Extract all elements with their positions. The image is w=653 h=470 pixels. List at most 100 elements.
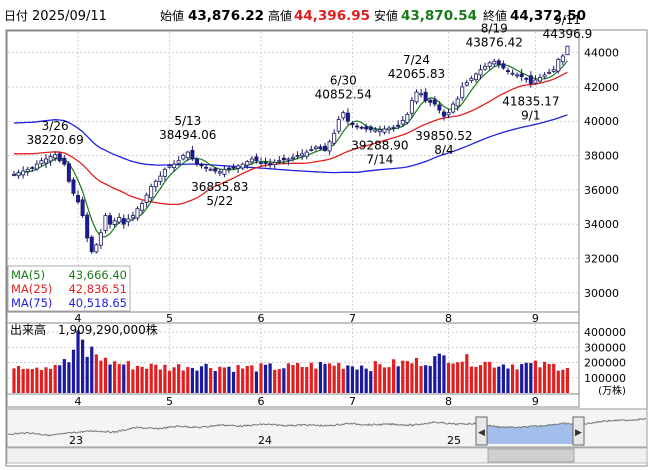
candle-body (556, 59, 561, 72)
candle-body (345, 112, 350, 122)
volume-bar (538, 367, 542, 393)
annotation-value: 38494.06 (159, 128, 216, 142)
annotation-value: 40852.54 (315, 88, 372, 102)
candle (140, 200, 145, 215)
candle-body (423, 91, 428, 102)
volume-bar (213, 370, 217, 393)
candle (368, 125, 373, 133)
volume-bar (163, 364, 167, 393)
left-arrow-icon: ◀ (478, 428, 485, 438)
volume-bar (428, 365, 432, 393)
volume-bar (177, 364, 181, 393)
candle-body (382, 128, 387, 133)
price-tick-label: 40000 (584, 115, 619, 128)
high-label: 高値 (268, 8, 292, 23)
volume-bar (218, 366, 222, 393)
candle-body (327, 141, 332, 152)
price-tick-label: 36000 (584, 184, 619, 197)
ma-legend: MA(5) 43,666.40 MA(25) 42,836.51 MA(75) … (7, 265, 131, 312)
volume-bar (488, 361, 492, 393)
volume-bar (131, 369, 135, 393)
outer-frame (5, 29, 648, 467)
candle-body (565, 45, 570, 56)
scrollbar-track[interactable] (6, 447, 648, 464)
month-label: 5 (166, 312, 173, 325)
volume-bar (456, 362, 460, 393)
candle (130, 211, 135, 222)
candle-body (25, 168, 30, 172)
candle (391, 124, 396, 132)
candle (556, 57, 561, 74)
candle (345, 108, 350, 125)
annotation-value: 39850.52 (415, 129, 472, 143)
candle-body (515, 74, 520, 77)
navigator-right-handle[interactable]: ▶ (572, 416, 585, 446)
annotation-value: 39288.90 (351, 138, 408, 152)
candle-body (350, 122, 355, 126)
candle-body (121, 218, 126, 225)
volume-bar (231, 371, 236, 393)
candle-body (53, 154, 58, 159)
candle (323, 143, 328, 152)
candle (327, 139, 332, 155)
volume-bar (510, 364, 515, 393)
volume-bar (48, 368, 53, 393)
ma5-legend-label: MA(5) (11, 268, 45, 282)
candle-body (387, 127, 392, 131)
price-tick-label: 30000 (584, 287, 619, 300)
date-label: 日付 (4, 9, 28, 23)
candle (309, 145, 314, 152)
candle (355, 123, 360, 130)
annotation-date: 7/14 (366, 152, 393, 166)
volume-bar (565, 368, 570, 393)
candle (80, 196, 85, 218)
navigator-left-handle[interactable]: ◀ (475, 416, 488, 446)
candle (162, 167, 167, 181)
scrollbar[interactable] (6, 447, 648, 464)
candle (94, 243, 99, 254)
candle-body (286, 158, 291, 161)
candle (108, 212, 113, 229)
candle-body (162, 168, 167, 177)
volume-bar (181, 370, 185, 393)
candle (149, 183, 154, 202)
candle-body (396, 124, 401, 127)
high-value: 44,396.95 (294, 8, 370, 24)
candle-body (478, 69, 483, 76)
candle-body (505, 70, 510, 73)
volume-bars (12, 330, 570, 393)
candle-body (313, 146, 318, 150)
volume-bar (103, 357, 108, 393)
price-axis: 30000 32000 34000 36000 38000 40000 42000 44000 (584, 47, 619, 300)
price-tick-label: 42000 (584, 81, 619, 94)
scrollbar-thumb[interactable] (487, 448, 575, 463)
candle (560, 53, 565, 65)
annotation-date: 7/24 (403, 53, 430, 67)
volume-bar (67, 362, 71, 393)
month-axis-bottom-labels: 4 5 6 7 8 9 (75, 395, 539, 408)
volume-bar (533, 360, 538, 393)
candle (204, 164, 209, 172)
candle (551, 65, 556, 73)
volume-bar (199, 366, 204, 393)
volume-bar (286, 363, 291, 393)
navigator[interactable]: 23 24 25 ◀ ▶ (6, 408, 648, 448)
candle (66, 161, 71, 184)
candle (336, 115, 341, 135)
candle-body (172, 163, 177, 169)
candle (213, 166, 218, 174)
volume-bar (497, 366, 501, 393)
candle-body (149, 186, 154, 198)
volume-bar (268, 363, 272, 393)
candle (208, 167, 213, 171)
month-label: 6 (257, 312, 264, 325)
candle (295, 151, 300, 160)
volume-bar (350, 366, 355, 393)
candle-body (249, 158, 254, 163)
annotation-value: 36855.83 (191, 180, 248, 194)
candle (236, 164, 241, 173)
candle (222, 165, 227, 178)
